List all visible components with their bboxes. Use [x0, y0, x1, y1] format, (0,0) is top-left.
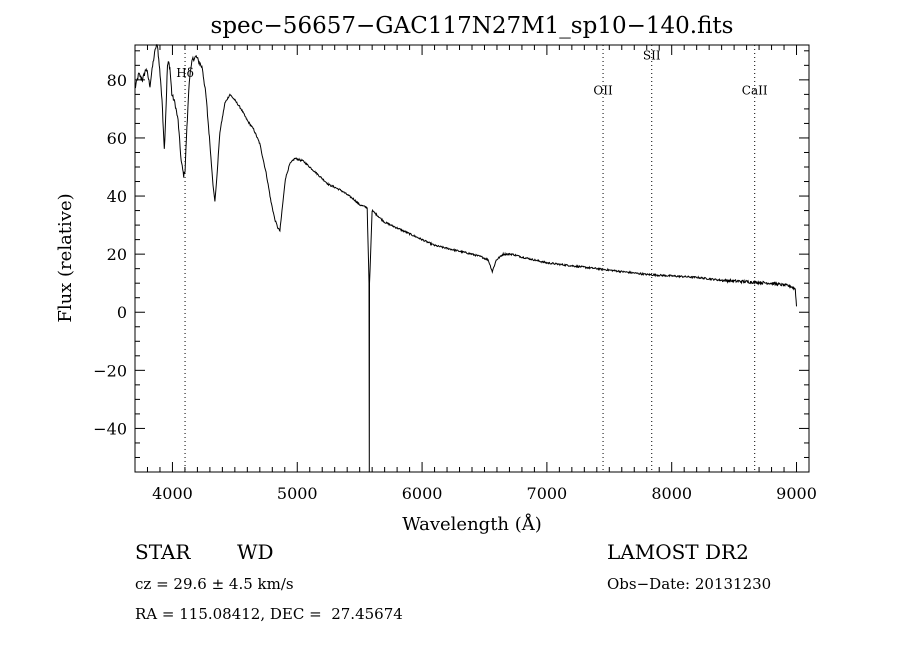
spectral-line-label: OII: [593, 83, 613, 97]
chart-title: spec−56657−GAC117N27M1_sp10−140.fits: [211, 13, 734, 39]
object-class: STAR: [135, 540, 191, 564]
y-tick-label: −40: [93, 419, 127, 438]
ra-dec: RA = 115.08412, DEC = 27.45674: [135, 605, 403, 623]
y-tick-label: 80: [107, 71, 127, 90]
y-tick-label: 0: [117, 303, 127, 322]
y-axis-label: Flux (relative): [55, 193, 76, 322]
object-subclass: WD: [237, 540, 274, 564]
spectrum-line: [134, 44, 797, 473]
spectral-line-label: SII: [643, 49, 661, 63]
survey-name: LAMOST DR2: [607, 540, 749, 564]
x-tick-labels: 4000 5000 6000 7000 8000 9000: [152, 484, 817, 503]
x-tick-label: 7000: [527, 484, 568, 503]
axis-ticks: [135, 45, 809, 472]
x-tick-label: 6000: [402, 484, 443, 503]
y-tick-label: 40: [107, 187, 127, 206]
x-tick-label: 4000: [152, 484, 193, 503]
y-tick-label: 60: [107, 129, 127, 148]
observation-date: Obs−Date: 20131230: [607, 575, 772, 593]
x-tick-label: 8000: [651, 484, 692, 503]
y-tick-labels: 80 60 40 20 0 −20 −40: [93, 71, 127, 439]
series-group: [134, 44, 797, 473]
x-tick-label: 9000: [776, 484, 817, 503]
x-axis-label: Wavelength (Å): [402, 513, 542, 535]
y-tick-label: −20: [93, 361, 127, 380]
redshift-cz: cz = 29.6 ± 4.5 km/s: [135, 575, 294, 593]
plot-frame: [134, 44, 810, 473]
spectral-line-label: CaII: [742, 83, 768, 97]
y-tick-label: 20: [107, 245, 127, 264]
x-tick-label: 5000: [277, 484, 318, 503]
